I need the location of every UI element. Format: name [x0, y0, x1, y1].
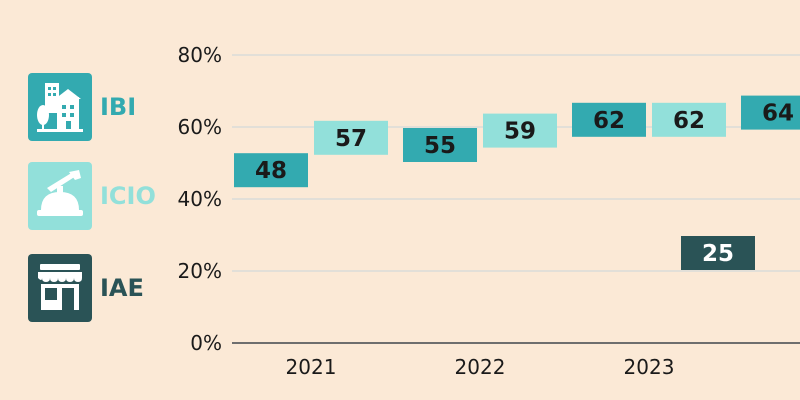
- data-label: 62: [593, 108, 625, 134]
- data-label: 64: [762, 101, 794, 127]
- legend-item-icio: ICIO: [28, 162, 156, 230]
- x-tick-label: 2023: [624, 355, 675, 379]
- bar-rect: [741, 95, 800, 130]
- bars: 485755596262256464: [234, 95, 800, 270]
- legend-label: IBI: [100, 93, 137, 121]
- storefront-icon: [28, 254, 92, 322]
- bar-rect: [403, 128, 477, 162]
- y-tick-label: 40%: [178, 187, 222, 211]
- bar-rect: [314, 120, 388, 155]
- bar-rect: [483, 113, 557, 148]
- data-label: 62: [673, 108, 705, 134]
- buildings-icon: [28, 73, 92, 141]
- bar-iae: 25: [681, 236, 755, 270]
- bar-ibi: 64: [741, 95, 800, 130]
- y-tick-label: 60%: [178, 115, 222, 139]
- y-tick-label: 0%: [190, 331, 222, 355]
- x-axis-ticks: 2021202220232: [286, 355, 675, 379]
- bar-icio: 59: [483, 113, 557, 148]
- bar-rect: [234, 153, 308, 188]
- bar-rect: [572, 102, 646, 137]
- bar-rect: [652, 102, 726, 137]
- bar-ibi: 62: [572, 102, 646, 137]
- x-tick-label: 2022: [455, 355, 506, 379]
- bar-icio: 57: [314, 120, 388, 155]
- bar-rect: [681, 236, 755, 270]
- data-label: 55: [424, 133, 456, 159]
- y-tick-label: 80%: [178, 43, 222, 67]
- y-tick-label: 20%: [178, 259, 222, 283]
- y-axis-ticks: 0% 20% 40% 60% 80%: [178, 43, 222, 355]
- hard-hat-hammer-icon: [28, 162, 92, 230]
- legend-label: IAE: [100, 274, 144, 302]
- bar-icio: 62: [652, 102, 726, 137]
- data-label: 25: [702, 241, 734, 267]
- legend-label: ICIO: [100, 182, 156, 210]
- bar-ibi: 55: [403, 128, 477, 162]
- x-tick-label: 2021: [286, 355, 337, 379]
- data-label: 48: [255, 158, 287, 184]
- data-label: 57: [335, 126, 367, 152]
- bar-ibi: 48: [234, 153, 308, 188]
- legend-item-ibi: IBI: [28, 73, 136, 141]
- data-label: 59: [504, 119, 536, 145]
- legend-item-iae: IAE: [28, 254, 144, 322]
